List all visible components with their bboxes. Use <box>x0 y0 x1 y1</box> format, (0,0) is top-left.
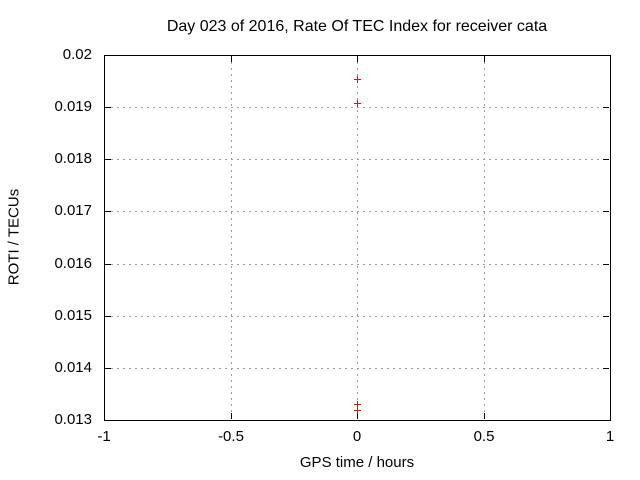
data-point-marker <box>354 76 361 83</box>
x-tick-mark-bottom <box>484 413 485 419</box>
y-tick-mark-right <box>603 159 609 160</box>
y-tick-mark-right <box>603 211 609 212</box>
y-tick-label: 0.017 <box>54 202 92 219</box>
x-tick-mark-top <box>610 56 611 62</box>
y-tick-label: 0.018 <box>54 150 92 167</box>
y-tick-mark-left <box>105 55 111 56</box>
y-tick-mark-left <box>105 368 111 369</box>
y-tick-mark-right <box>603 107 609 108</box>
x-tick-label: 1 <box>605 428 615 445</box>
y-tick-label: 0.019 <box>54 98 92 115</box>
v-gridline <box>484 56 485 419</box>
v-gridline <box>231 56 232 419</box>
y-tick-mark-left <box>105 264 111 265</box>
y-tick-mark-left <box>105 420 111 421</box>
x-tick-mark-bottom <box>231 413 232 419</box>
x-tick-mark-bottom <box>357 413 358 419</box>
y-tick-mark-left <box>105 107 111 108</box>
chart-title: Day 023 of 2016, Rate Of TEC Index for r… <box>166 18 548 35</box>
x-tick-mark-bottom <box>610 413 611 419</box>
y-tick-mark-right <box>603 55 609 56</box>
x-tick-mark-top <box>231 56 232 62</box>
y-tick-mark-right <box>603 316 609 317</box>
x-axis-label: GPS time / hours <box>299 454 415 471</box>
y-tick-mark-right <box>603 420 609 421</box>
v-gridline <box>357 56 358 419</box>
y-tick-mark-left <box>105 316 111 317</box>
x-tick-mark-top <box>357 56 358 62</box>
y-axis-label: ROTI / TECUs <box>5 188 23 286</box>
y-tick-mark-left <box>105 211 111 212</box>
x-tick-mark-bottom <box>104 413 105 419</box>
y-tick-label: 0.016 <box>54 255 92 272</box>
y-tick-label: 0.015 <box>54 307 92 324</box>
plot-area <box>104 55 611 421</box>
y-tick-label: 0.014 <box>54 359 92 376</box>
y-tick-label: 0.02 <box>62 46 92 63</box>
y-tick-mark-right <box>603 368 609 369</box>
x-tick-label: 0.5 <box>473 428 495 445</box>
y-tick-mark-right <box>603 264 609 265</box>
x-tick-label: -0.5 <box>218 428 244 445</box>
y-tick-mark-left <box>105 159 111 160</box>
data-point-marker <box>354 401 361 408</box>
data-point-marker <box>354 100 361 107</box>
data-point-marker <box>354 407 361 414</box>
y-tick-label: 0.013 <box>54 411 92 428</box>
x-tick-label: 0 <box>352 428 362 445</box>
x-tick-mark-top <box>104 56 105 62</box>
x-tick-label: -1 <box>97 428 111 445</box>
x-tick-mark-top <box>484 56 485 62</box>
